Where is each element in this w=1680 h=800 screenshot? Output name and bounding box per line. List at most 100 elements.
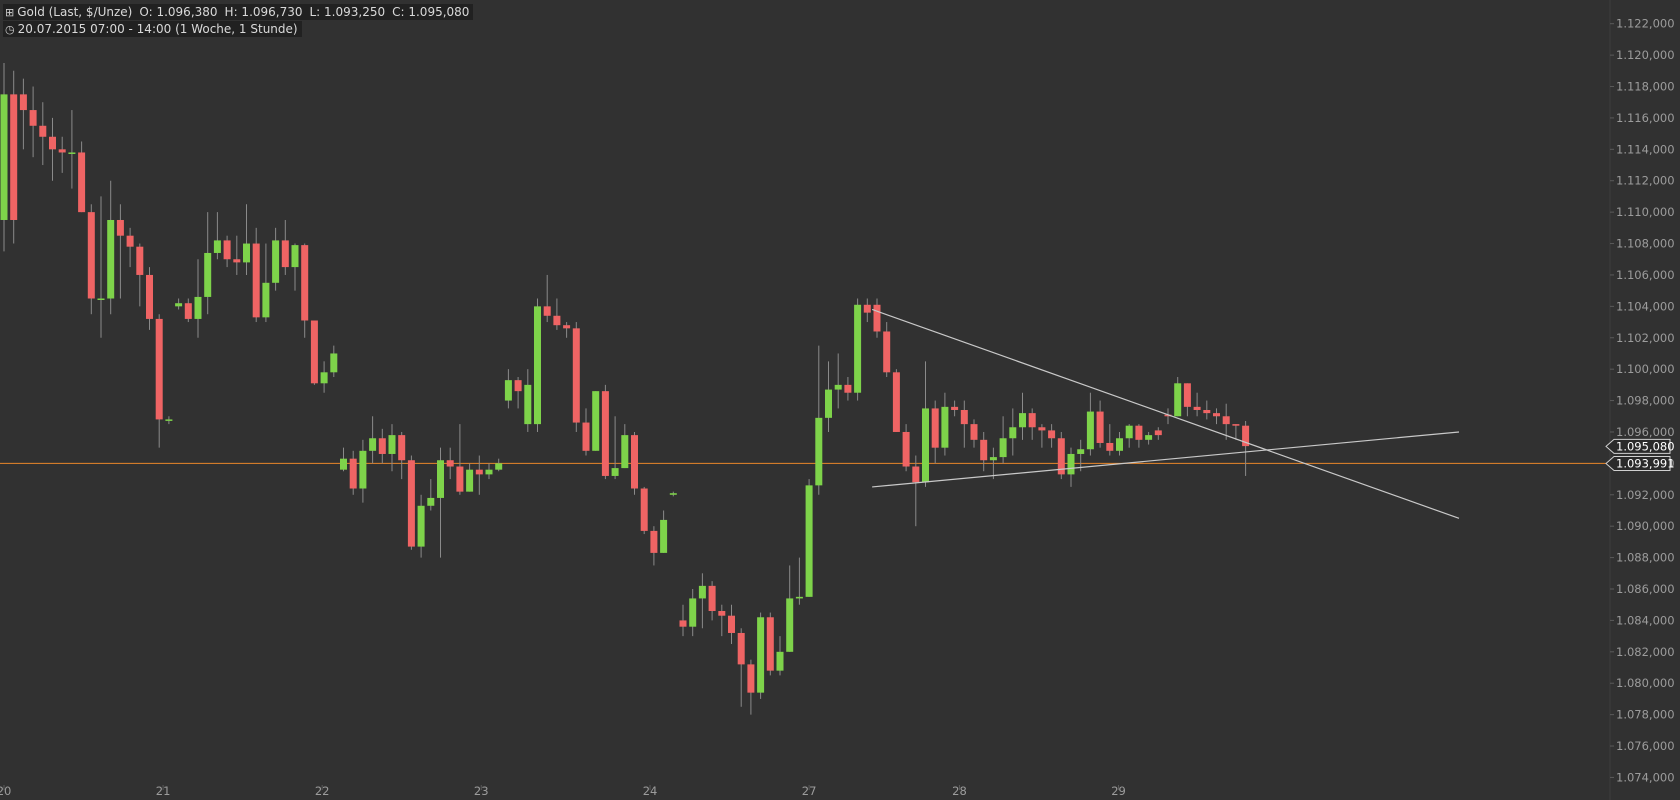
candle-bearish	[19, 94, 27, 111]
candle-bullish	[330, 353, 338, 373]
candle-bullish	[485, 469, 493, 475]
trendline	[872, 431, 1460, 488]
candle-bearish	[136, 246, 144, 275]
candle-bearish	[1213, 413, 1220, 417]
candle-bearish	[892, 372, 900, 432]
open-value: O: 1.096,380	[139, 5, 218, 19]
candle-bullish	[213, 240, 221, 253]
candle-bearish	[1048, 430, 1056, 439]
candle-bullish	[1077, 449, 1085, 454]
candle-bearish	[601, 391, 609, 476]
y-tick-label: 1.122,000	[1616, 17, 1675, 31]
y-tick-label: 1.108,000	[1616, 237, 1675, 251]
candle-bearish	[514, 380, 522, 392]
candle-bullish	[1019, 413, 1026, 428]
trendline	[871, 308, 1460, 519]
candle-bearish	[398, 435, 406, 461]
candle-bearish	[902, 431, 910, 467]
candle-bullish	[854, 304, 862, 393]
candle-bearish	[58, 149, 66, 153]
candle-bearish	[883, 331, 891, 373]
y-tick-label: 1.084,000	[1616, 613, 1675, 627]
y-tick-label: 1.112,000	[1616, 174, 1675, 188]
candle-bearish	[737, 632, 745, 665]
chart-legend-ohlc: ⊞ Gold (Last, $/Unze) O: 1.096,380 H: 1.096…	[3, 4, 474, 20]
chart-legend-range: ◷ 20.07.2015 07:00 - 14:00 (1 Woche, 1 St…	[3, 21, 302, 37]
candle-bullish	[1067, 453, 1075, 475]
instrument-name: Gold (Last, $/Unze)	[17, 5, 133, 19]
candle-bullish	[204, 252, 212, 297]
candle-bullish	[320, 372, 328, 384]
candle-bullish	[388, 435, 396, 454]
candle-bullish	[340, 458, 347, 470]
candle-bearish	[10, 94, 18, 220]
candle-bullish	[504, 380, 512, 401]
candle-bearish	[951, 406, 959, 410]
x-tick-label: 22	[315, 784, 330, 798]
candle-bearish	[863, 304, 871, 313]
candle-bearish	[640, 488, 648, 531]
candle-bullish	[495, 463, 503, 470]
y-tick-label: 1.082,000	[1616, 645, 1675, 659]
candle-bearish	[708, 585, 716, 611]
y-tick-label: 1.092,000	[1616, 488, 1675, 502]
candle-bullish	[262, 282, 270, 318]
candle-bearish	[980, 439, 988, 461]
y-tick-label: 1.104,000	[1616, 299, 1675, 313]
candle-bearish	[1106, 442, 1114, 451]
candle-bearish	[184, 303, 192, 319]
price-tag-label: 1.095,080	[1616, 439, 1675, 453]
x-tick-label: 27	[802, 784, 817, 798]
candle-bearish	[728, 615, 735, 633]
candle-bullish	[834, 384, 842, 390]
candle-bullish	[989, 457, 997, 461]
candle-bullish	[776, 651, 784, 671]
candle-bearish	[766, 617, 774, 671]
candle-bearish	[87, 212, 95, 299]
candle-bullish	[175, 303, 183, 307]
candle-bullish	[698, 585, 706, 599]
candle-bearish	[563, 325, 571, 329]
y-tick-label: 1.102,000	[1616, 331, 1675, 345]
y-tick-label: 1.106,000	[1616, 268, 1675, 282]
candle-bearish	[29, 110, 37, 126]
y-tick-label: 1.096,000	[1616, 425, 1675, 439]
chart-type-icon: ⊞	[5, 6, 15, 19]
candle-bearish	[873, 304, 881, 332]
candle-bearish	[146, 274, 153, 319]
candle-bullish	[795, 596, 803, 599]
candle-bullish	[611, 468, 619, 476]
candle-bullish	[165, 419, 173, 421]
candle-bearish	[1193, 406, 1201, 410]
candle-bearish	[310, 320, 318, 384]
candle-bullish	[1125, 425, 1133, 439]
candle-bearish	[1242, 425, 1250, 447]
candle-bearish	[931, 408, 939, 448]
candle-bearish	[233, 259, 241, 263]
candle-bullish	[427, 497, 435, 506]
y-tick-label: 1.088,000	[1616, 551, 1675, 565]
close-value: C: 1.095,080	[392, 5, 470, 19]
candle-bullish	[97, 298, 105, 301]
candle-bearish	[1057, 438, 1065, 475]
candle-bullish	[999, 438, 1007, 458]
candle-bullish	[786, 598, 794, 652]
candle-bullish	[1174, 383, 1182, 417]
candle-bearish	[1232, 424, 1240, 426]
candle-bearish	[747, 664, 755, 693]
candle-bullish	[194, 296, 202, 319]
candle-bearish	[301, 245, 309, 321]
candle-bearish	[1154, 430, 1162, 436]
candle-bearish	[844, 384, 852, 393]
candle-bearish	[631, 435, 638, 489]
y-tick-label: 1.100,000	[1616, 362, 1675, 376]
candle-bullish	[417, 505, 425, 547]
candle-bearish	[1183, 383, 1191, 407]
y-tick-label: 1.080,000	[1616, 676, 1675, 690]
candle-bearish	[456, 466, 464, 492]
price-tag-box	[1605, 438, 1671, 454]
candle-bearish	[1028, 413, 1036, 428]
candle-bearish	[1038, 427, 1046, 431]
candle-bullish	[272, 240, 280, 283]
